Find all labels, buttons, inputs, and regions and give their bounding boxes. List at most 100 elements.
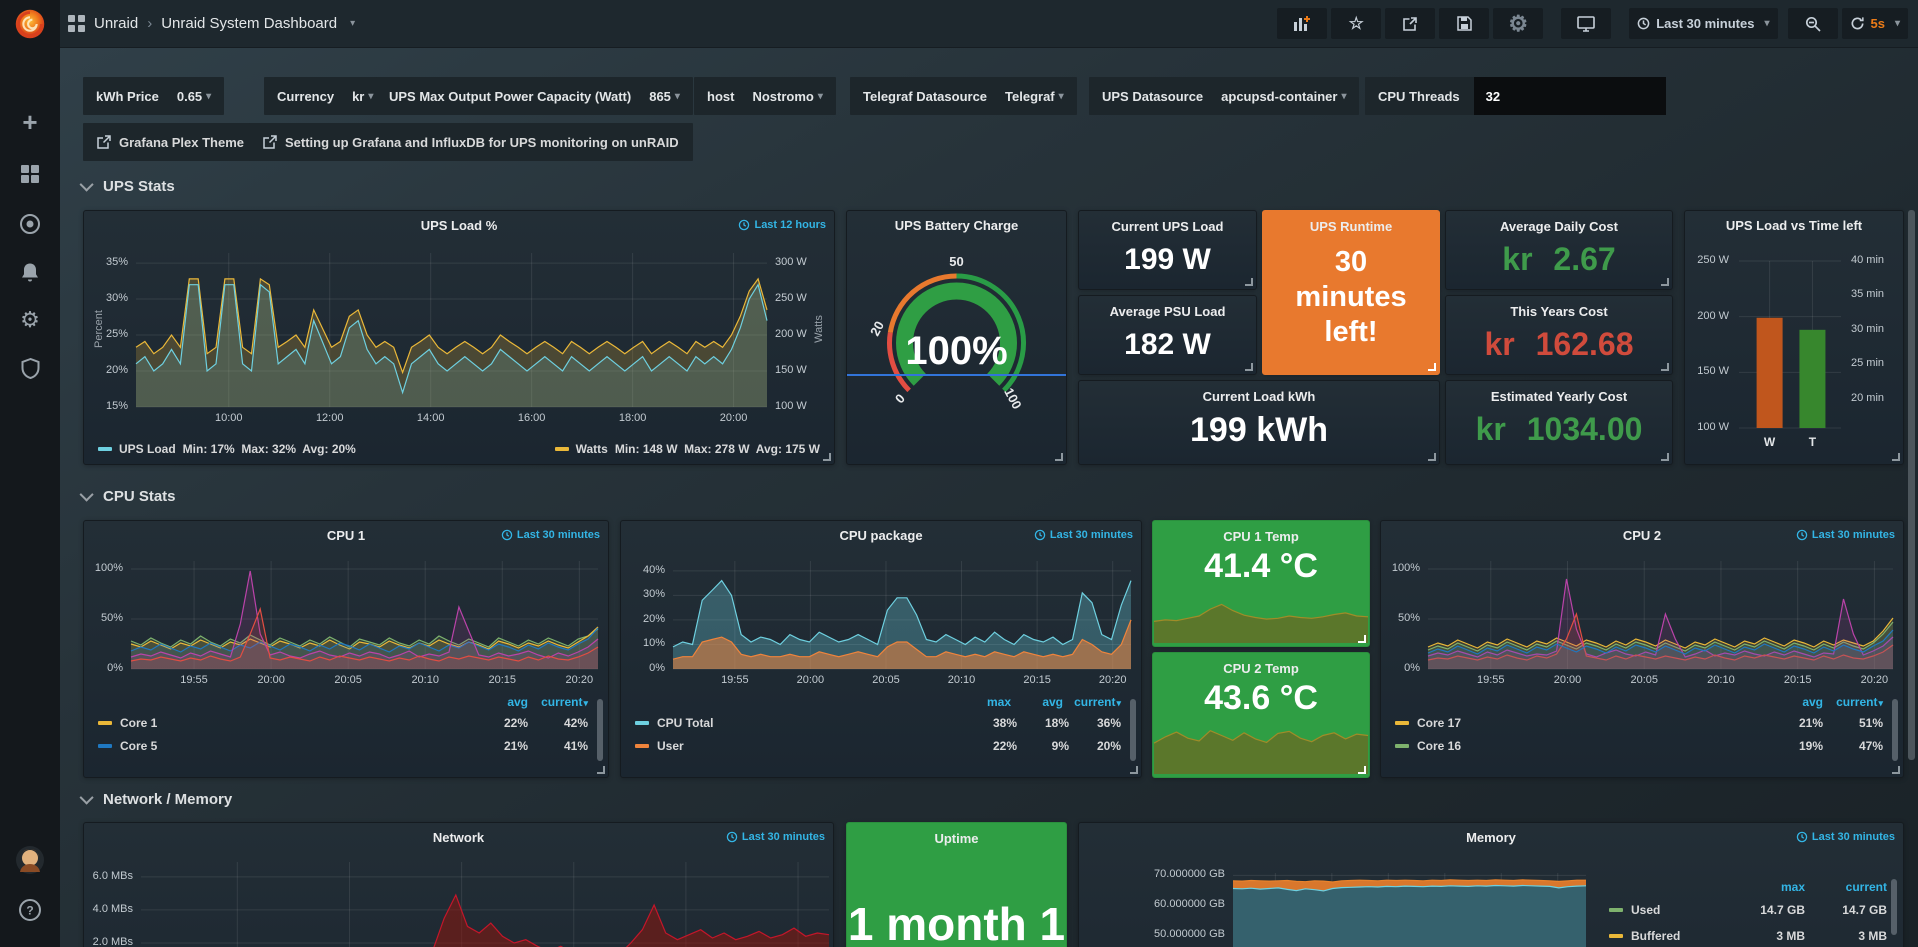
legend-item[interactable]: User 22% 9% 20%	[635, 734, 1121, 757]
legend-item[interactable]: Watts Min: 148 W Max: 278 W Avg: 175 W	[554, 442, 820, 456]
legend-item[interactable]: CPU Total 38% 18% 36%	[635, 711, 1121, 734]
panel-title[interactable]: Network	[432, 830, 485, 845]
panel-resize-handle[interactable]	[1428, 453, 1436, 461]
sort-caret-icon[interactable]: ▾	[583, 698, 588, 708]
panel-resize-handle[interactable]	[1892, 453, 1900, 461]
legend-scrollbar[interactable]	[1891, 879, 1897, 935]
panel-title[interactable]: CPU 2	[1622, 528, 1662, 543]
panel-resize-handle[interactable]	[1661, 363, 1669, 371]
panel-resize-handle[interactable]	[1245, 278, 1253, 286]
legend-scrollbar[interactable]	[1892, 699, 1898, 761]
row-header-cpu-stats[interactable]: CPU Stats	[79, 486, 176, 506]
alerting-bell-icon[interactable]	[0, 254, 60, 290]
cpu1-plot[interactable]	[84, 521, 608, 777]
dashboard-picker-caret-icon[interactable]: ▾	[350, 18, 356, 29]
dashboards-icon[interactable]	[0, 156, 60, 192]
add-panel-button[interactable]	[1277, 8, 1328, 39]
grafana-logo[interactable]	[11, 5, 49, 43]
row-header-ups-stats[interactable]: UPS Stats	[79, 176, 175, 196]
variable-value-dropdown[interactable]: Telegraf ▾	[1005, 88, 1064, 104]
zoom-out-button[interactable]	[1787, 8, 1838, 39]
server-admin-shield-icon[interactable]	[0, 350, 60, 386]
refresh-interval[interactable]: 5s	[1870, 16, 1885, 31]
panel-resize-handle[interactable]	[1892, 766, 1900, 774]
cpu2_temp_spark-plot[interactable]	[1153, 653, 1369, 777]
legend-item[interactable]: UPS Load Min: 17% Max: 32% Avg: 20%	[98, 442, 356, 456]
panel-title[interactable]: UPS Load %	[420, 218, 498, 233]
load-vs-time-plot[interactable]	[1685, 211, 1903, 464]
panel-resize-handle[interactable]	[1661, 278, 1669, 286]
new-dashboard-icon[interactable]: +	[22, 107, 38, 137]
panel-title[interactable]: CPU 2 Temp	[1223, 661, 1299, 676]
panel-title[interactable]: CPU 1	[326, 528, 366, 543]
stat-value: 30 minutes left!	[1295, 246, 1407, 348]
svg-text:?: ?	[26, 904, 33, 918]
row-header-network-memory[interactable]: Network / Memory	[79, 789, 232, 809]
panel-title[interactable]: Average Daily Cost	[1499, 219, 1618, 234]
save-button[interactable]	[1439, 8, 1490, 39]
panel-resize-handle[interactable]	[1428, 363, 1436, 371]
help-icon[interactable]: ?	[0, 892, 60, 928]
tv-mode-button[interactable]	[1561, 8, 1612, 39]
legend-item[interactable]: Buffered 3 MB 3 MB	[1609, 923, 1887, 947]
dashboard-grid-icon[interactable]	[68, 15, 85, 32]
time-range-button[interactable]: Last 30 minutes ▾	[1629, 8, 1778, 39]
breadcrumb-dashboard[interactable]: Unraid System Dashboard	[161, 15, 338, 32]
page-scrollbar[interactable]	[1908, 210, 1915, 760]
panel-resize-handle[interactable]	[1661, 453, 1669, 461]
panel-resize-handle[interactable]	[823, 453, 831, 461]
panel-resize-handle[interactable]	[1130, 766, 1138, 774]
panel-title[interactable]: Memory	[1466, 830, 1516, 845]
refresh-button[interactable]: 5s ▾	[1841, 8, 1908, 39]
panel-title[interactable]: Uptime	[934, 831, 979, 846]
panel-resize-handle[interactable]	[1358, 635, 1366, 643]
battery-gauge[interactable]	[847, 211, 1066, 464]
legend-item[interactable]: Core 16 19% 47%	[1395, 734, 1883, 757]
dashboard-link-ups-monitoring-guide[interactable]: Setting up Grafana and InfluxDB for UPS …	[249, 123, 693, 161]
panel-title[interactable]: UPS Battery Charge	[894, 218, 1019, 233]
legend-scrollbar[interactable]	[1130, 699, 1136, 761]
panel-title[interactable]: Current UPS Load	[1111, 219, 1224, 234]
panel-title[interactable]: UPS Runtime	[1309, 219, 1393, 234]
variable-value-dropdown[interactable]: apcupsd-container ▾	[1221, 88, 1347, 104]
variable-value-dropdown[interactable]: 865 ▾	[649, 88, 680, 104]
cpu2-plot[interactable]	[1381, 521, 1903, 777]
panel-resize-handle[interactable]	[1055, 453, 1063, 461]
panel-title[interactable]: CPU 1 Temp	[1223, 529, 1299, 544]
configuration-gear-icon[interactable]: ⚙	[20, 307, 40, 332]
panel-title[interactable]: UPS Load vs Time left	[1725, 218, 1863, 233]
panel-title[interactable]: CPU package	[839, 528, 923, 543]
battery-gauge-chart: 0 20 50 100	[847, 211, 1066, 464]
legend-item[interactable]: Core 1 22% 42%	[98, 711, 588, 734]
share-button[interactable]	[1385, 8, 1436, 39]
cpu_package-plot[interactable]	[621, 521, 1141, 777]
legend-scrollbar[interactable]	[597, 699, 603, 761]
cpu-threads-input[interactable]	[1473, 77, 1666, 115]
panel-resize-handle[interactable]	[1358, 766, 1366, 774]
panel-title[interactable]: Estimated Yearly Cost	[1490, 389, 1628, 404]
panel-resize-handle[interactable]	[597, 766, 605, 774]
sort-caret-icon[interactable]: ▾	[1878, 698, 1883, 708]
network-plot[interactable]	[84, 823, 833, 947]
variable-value-dropdown[interactable]: Nostromo ▾	[752, 88, 823, 104]
variable-value-dropdown[interactable]: 0.65 ▾	[176, 88, 212, 104]
settings-button[interactable]: ⚙	[1493, 8, 1544, 39]
cpu1_temp_spark-plot[interactable]	[1153, 521, 1369, 646]
legend-item[interactable]: Core 17 21% 51%	[1395, 711, 1883, 734]
panel-resize-handle[interactable]	[1245, 363, 1253, 371]
breadcrumb-folder[interactable]: Unraid	[94, 15, 139, 32]
sort-caret-icon[interactable]: ▾	[1116, 698, 1121, 708]
variable-value-dropdown[interactable]: kr ▾	[352, 88, 374, 104]
memory-plot[interactable]	[1079, 823, 1903, 947]
user-avatar[interactable]	[0, 842, 60, 878]
legend-item[interactable]: Used 14.7 GB 14.7 GB	[1609, 897, 1887, 923]
explore-icon[interactable]	[0, 206, 60, 242]
star-button[interactable]: ☆	[1331, 8, 1382, 39]
panel-title[interactable]: Average PSU Load	[1109, 304, 1226, 319]
dashboard-link-plex-theme[interactable]: Grafana Plex Theme	[83, 123, 258, 161]
panel-title[interactable]: Current Load kWh	[1202, 389, 1316, 404]
ups_load-plot[interactable]	[84, 211, 834, 464]
breadcrumb: Unraid › Unraid System Dashboard ▾	[68, 0, 355, 47]
panel-title[interactable]: This Years Cost	[1510, 304, 1608, 319]
legend-item[interactable]: Core 5 21% 41%	[98, 734, 588, 757]
